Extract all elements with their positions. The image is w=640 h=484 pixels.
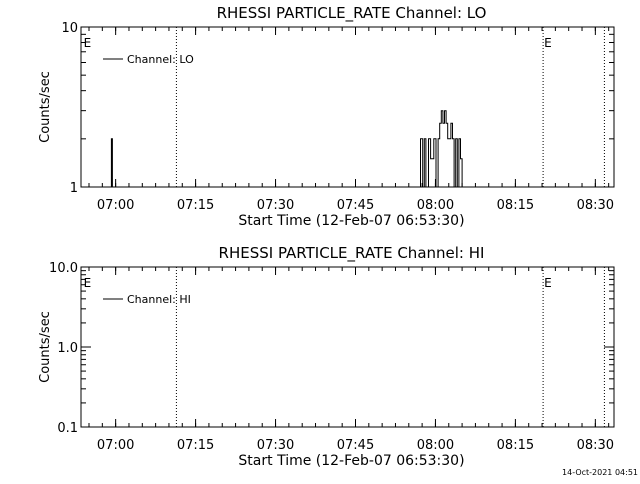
panel-1-x-tick-label: 08:00 <box>417 198 454 213</box>
panel-1-y-tick-label: 1 <box>70 181 78 196</box>
panel-2-y-tick-label: 1.0 <box>57 341 78 356</box>
panel-2-x-tick-label: 08:00 <box>417 438 454 453</box>
panel-1-x-tick-label: 07:15 <box>177 198 214 213</box>
panel-1-x-axis-label: Start Time (12-Feb-07 06:53:30) <box>238 213 464 229</box>
panel-2-y-tick-label: 10.0 <box>49 261 78 276</box>
panel-1-legend-label: Channel: LO <box>127 53 194 66</box>
panel-2-y-tick-label: 0.1 <box>57 421 78 436</box>
panel-1-axes-frame <box>80 26 615 188</box>
panel-2-x-tick-label: 08:15 <box>497 438 534 453</box>
panel-2-x-tick-label: 07:15 <box>177 438 214 453</box>
panel-2-x-tick-label: 07:00 <box>97 438 134 453</box>
panel-2-x-tick-label: 07:45 <box>337 438 374 453</box>
panel-1-x-tick-label: 07:45 <box>337 198 374 213</box>
panel-2-marker-label: E <box>544 276 552 290</box>
panel-2-x-tick-label: 08:30 <box>577 438 614 453</box>
panel-2-title: RHESSI PARTICLE_RATE Channel: HI <box>219 244 485 263</box>
panel-1-x-tick-label: 07:30 <box>257 198 294 213</box>
panel-2-x-tick-label: 07:30 <box>257 438 294 453</box>
panel-1-y-axis-label: Counts/sec <box>38 71 53 143</box>
panel-2-marker-label: E <box>84 276 92 290</box>
panel-1-title: RHESSI PARTICLE_RATE Channel: LO <box>217 4 487 23</box>
panel-2-legend-label: Channel: HI <box>127 293 191 306</box>
panel-1-x-tick-label: 07:00 <box>97 198 134 213</box>
panel-2-axes-frame <box>80 266 615 428</box>
panel-2-x-axis-label: Start Time (12-Feb-07 06:53:30) <box>238 453 464 469</box>
panel-1-series-line <box>110 110 463 188</box>
panel-1-x-tick-label: 08:15 <box>497 198 534 213</box>
footer-timestamp: 14-Oct-2021 04:51 <box>562 468 638 477</box>
panel-2-y-axis-label: Counts/sec <box>38 311 53 383</box>
panel-1-marker-label: E <box>544 36 552 50</box>
panel-1-y-tick-label: 10 <box>61 21 78 36</box>
panel-1-x-tick-label: 08:30 <box>577 198 614 213</box>
panel-1-marker-label: E <box>84 36 92 50</box>
